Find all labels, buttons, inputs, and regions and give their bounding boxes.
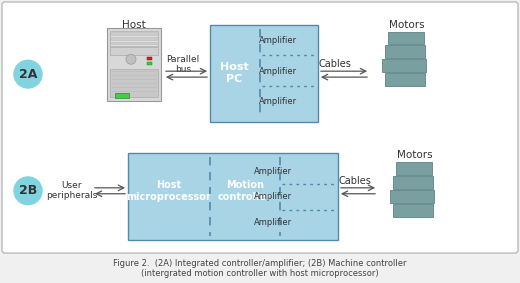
Text: User
peripherals: User peripherals — [46, 181, 98, 200]
FancyBboxPatch shape — [110, 48, 158, 55]
FancyBboxPatch shape — [210, 25, 318, 122]
Text: Amplifier: Amplifier — [259, 97, 297, 106]
FancyBboxPatch shape — [390, 190, 434, 203]
FancyBboxPatch shape — [385, 46, 425, 58]
FancyBboxPatch shape — [147, 62, 152, 65]
Text: Amplifier: Amplifier — [259, 36, 297, 45]
FancyBboxPatch shape — [385, 73, 425, 86]
FancyBboxPatch shape — [393, 204, 433, 216]
FancyBboxPatch shape — [388, 32, 424, 44]
Text: Amplifier: Amplifier — [254, 192, 292, 201]
Text: Figure 2.  (2A) Integrated controller/amplifier; (2B) Machine controller
(interg: Figure 2. (2A) Integrated controller/amp… — [113, 259, 407, 278]
Text: Amplifier: Amplifier — [254, 218, 292, 227]
FancyBboxPatch shape — [382, 59, 426, 72]
FancyBboxPatch shape — [396, 162, 432, 175]
Text: Amplifier: Amplifier — [254, 166, 292, 175]
FancyBboxPatch shape — [111, 37, 157, 40]
Text: Motors: Motors — [397, 150, 433, 160]
Text: Host
PC: Host PC — [219, 62, 249, 84]
FancyBboxPatch shape — [107, 28, 161, 101]
Circle shape — [14, 177, 42, 205]
Text: Cables: Cables — [319, 59, 352, 69]
Text: Parallel
bus: Parallel bus — [166, 55, 200, 74]
Text: Motion
controller: Motion controller — [218, 180, 272, 201]
FancyBboxPatch shape — [128, 153, 338, 240]
FancyBboxPatch shape — [393, 176, 433, 189]
FancyBboxPatch shape — [2, 2, 518, 253]
Text: 2B: 2B — [19, 184, 37, 197]
Text: Motors: Motors — [389, 20, 425, 30]
FancyBboxPatch shape — [111, 42, 157, 44]
Text: Host
microprocessor: Host microprocessor — [127, 180, 211, 201]
Text: Cables: Cables — [339, 176, 371, 186]
Circle shape — [14, 60, 42, 88]
Text: Host: Host — [122, 20, 146, 30]
FancyBboxPatch shape — [111, 32, 157, 35]
Circle shape — [126, 54, 136, 64]
FancyBboxPatch shape — [110, 31, 158, 46]
Text: Amplifier: Amplifier — [259, 67, 297, 76]
FancyBboxPatch shape — [110, 69, 158, 97]
FancyBboxPatch shape — [147, 57, 152, 60]
FancyBboxPatch shape — [115, 93, 129, 98]
Text: 2A: 2A — [19, 68, 37, 81]
